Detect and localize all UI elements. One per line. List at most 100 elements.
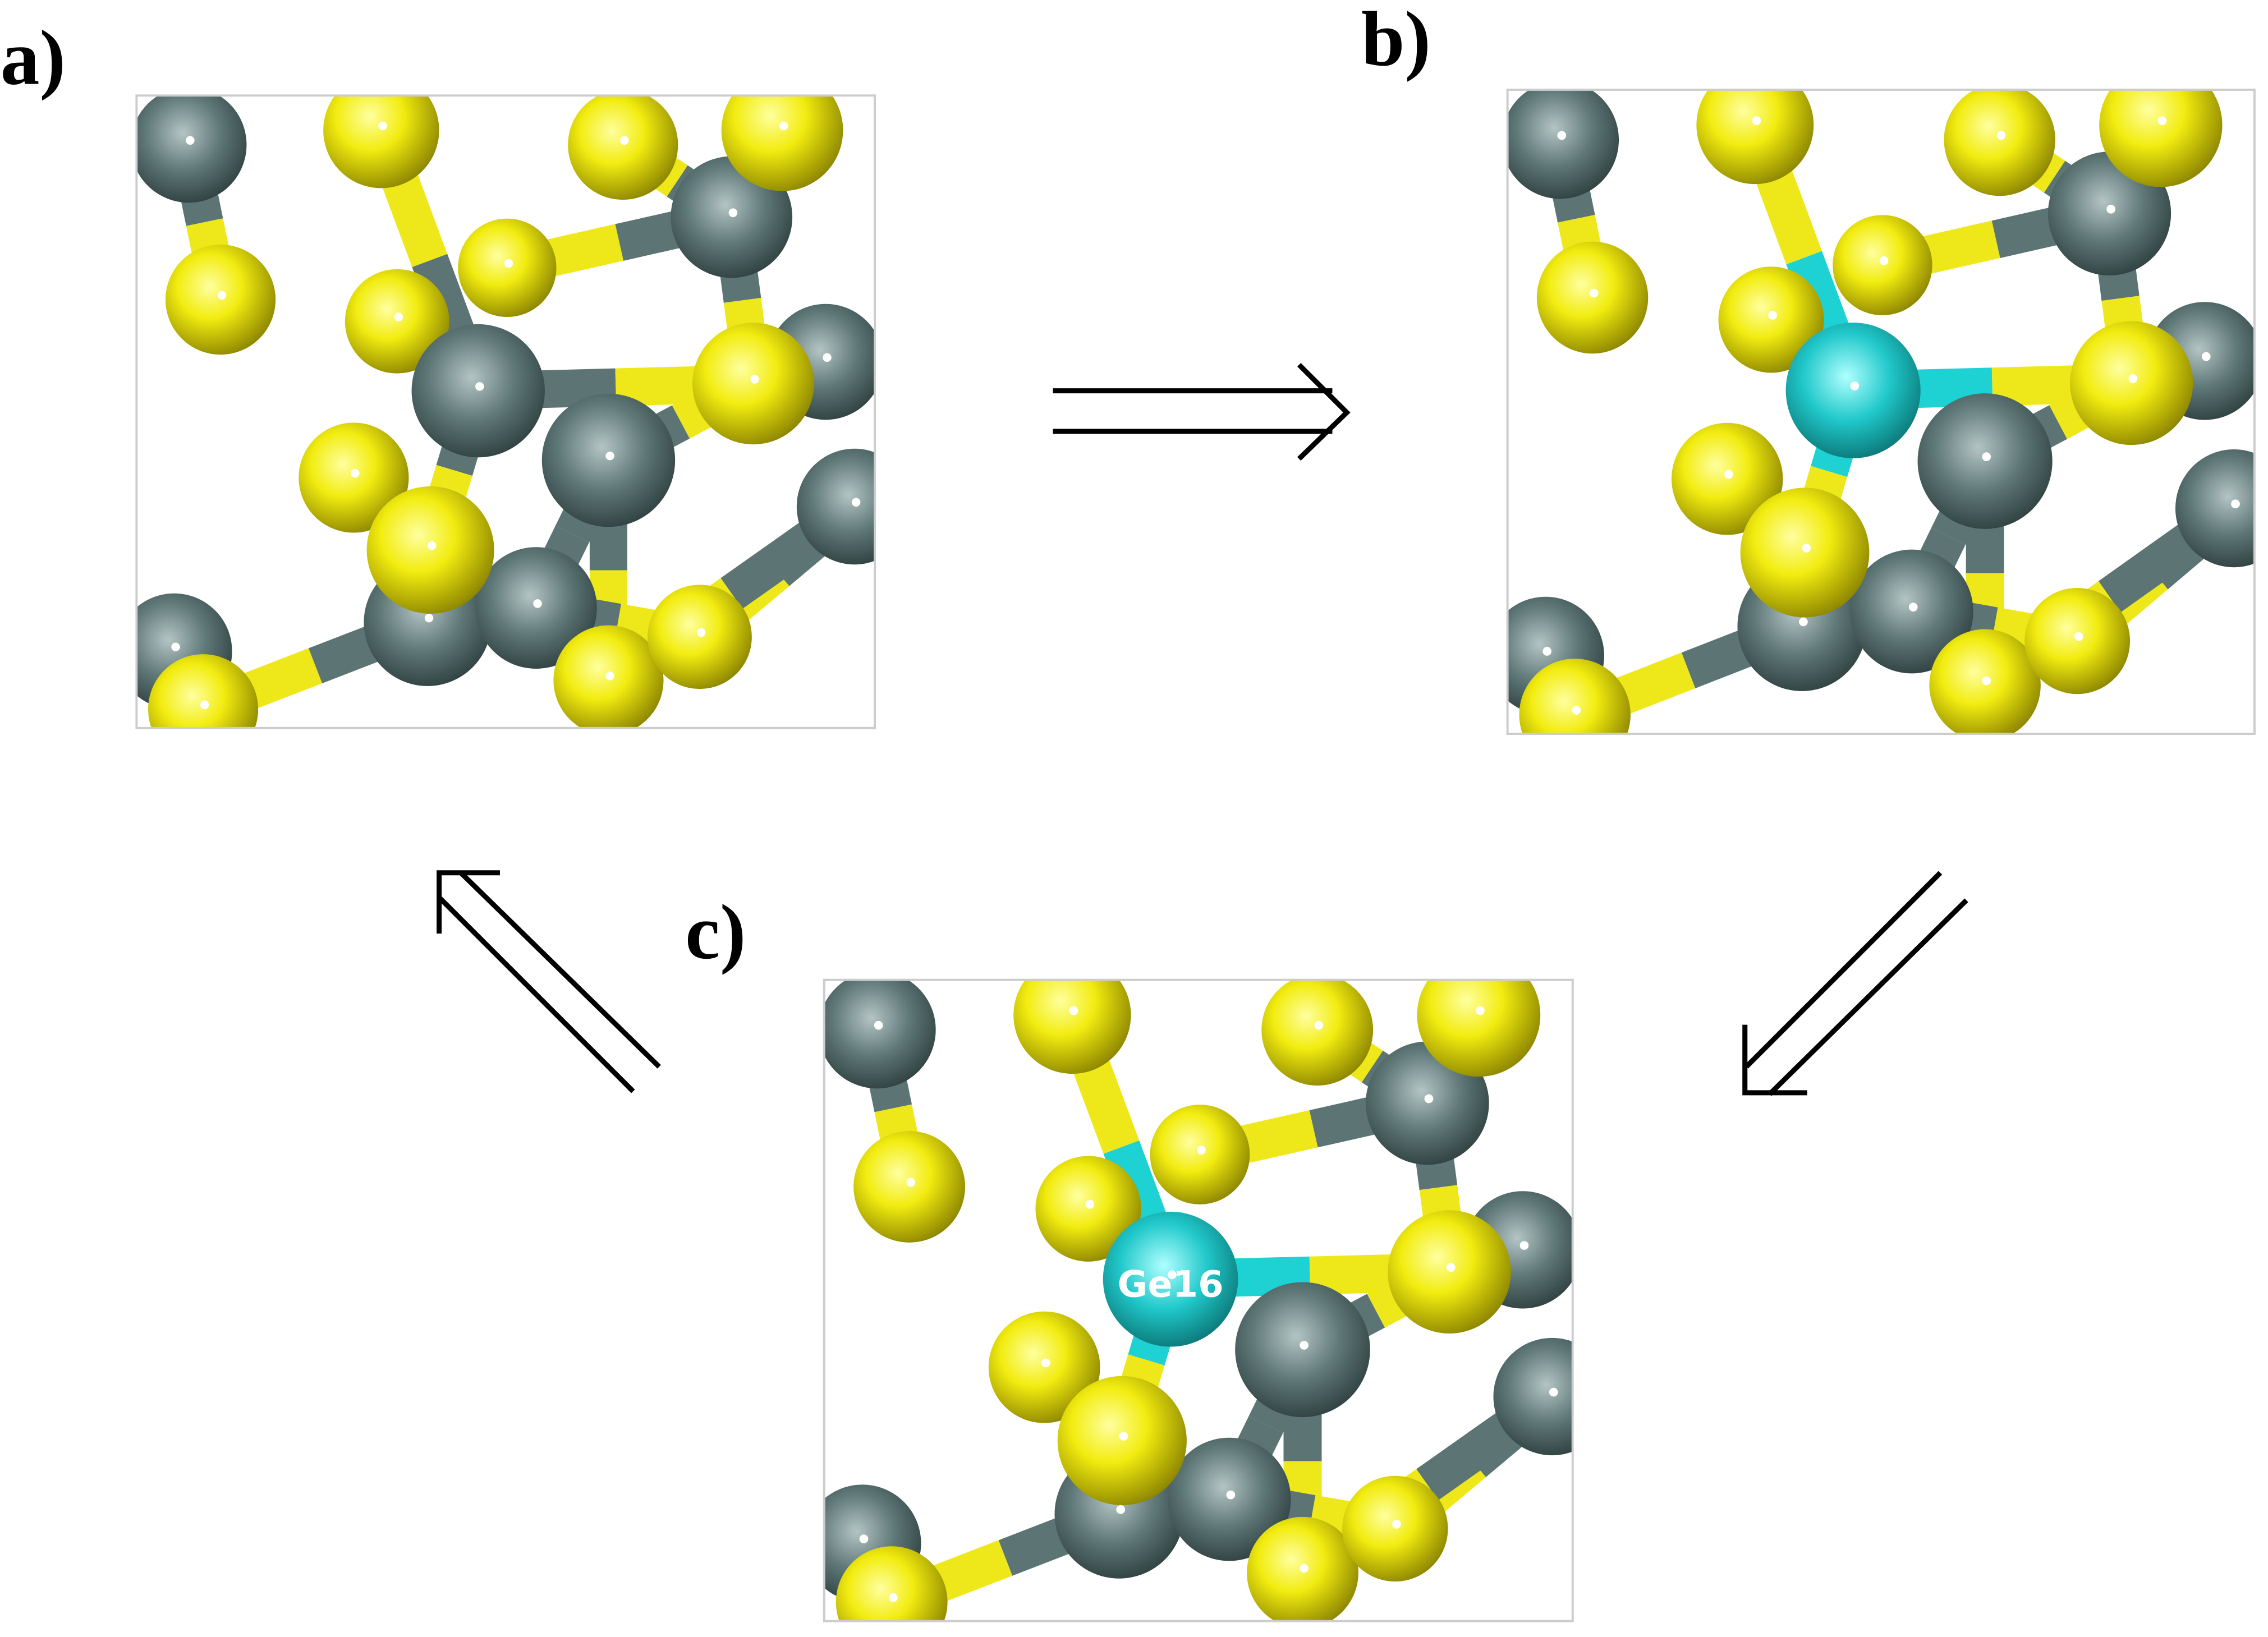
highlight [1300, 1564, 1309, 1573]
atom [475, 547, 597, 669]
atom [1035, 1156, 1141, 1262]
highlight [1982, 452, 1991, 462]
atom [541, 393, 676, 527]
highlight [1300, 1341, 1309, 1350]
atom [1785, 323, 1921, 458]
highlight [605, 672, 614, 680]
highlight [874, 1020, 883, 1030]
atom [366, 486, 494, 614]
atom [1718, 266, 1824, 373]
atom [1167, 1437, 1291, 1561]
atom [568, 95, 678, 200]
structure-panel: Ge16 [823, 978, 1574, 1622]
atom [1388, 1210, 1511, 1333]
atom-label: Ge16 [1118, 1263, 1224, 1306]
atom [1672, 422, 1783, 535]
atom [1507, 89, 1619, 199]
highlight [186, 136, 195, 145]
atom [148, 654, 259, 728]
atom [824, 980, 936, 1089]
highlight [1424, 1094, 1434, 1103]
atom [323, 95, 439, 188]
arrow [437, 895, 635, 1093]
panel-border [135, 94, 876, 729]
highlight [475, 382, 484, 391]
atom [1493, 1337, 1573, 1456]
panel-label: b) [1361, 0, 1431, 82]
highlight [620, 136, 629, 145]
atom [853, 1131, 965, 1243]
highlight [1752, 116, 1761, 126]
arrow-head [1742, 1024, 1807, 1096]
atom [165, 245, 276, 355]
atom [2070, 321, 2193, 445]
highlight [1996, 131, 2006, 140]
highlight [1768, 311, 1777, 320]
highlight [888, 1593, 898, 1602]
highlight [1476, 1006, 1485, 1015]
atom [1247, 1516, 1358, 1621]
atom [988, 1311, 1100, 1423]
atom [796, 448, 875, 565]
highlight [851, 498, 861, 507]
highlight [1982, 676, 1991, 686]
highlight [504, 259, 513, 268]
highlight [1557, 131, 1567, 140]
atom [458, 218, 557, 318]
highlight [378, 121, 387, 131]
atom [1519, 659, 1631, 734]
highlight [200, 700, 209, 710]
panel-border [823, 978, 1574, 1622]
highlight [2106, 204, 2115, 214]
atoms [1507, 89, 2255, 734]
atom [1013, 980, 1131, 1074]
arrow-head [437, 870, 500, 934]
highlight [779, 121, 788, 131]
atom [1536, 241, 1649, 354]
atom [1696, 89, 1814, 185]
highlight [906, 1178, 916, 1187]
arrow [1744, 871, 1943, 1069]
atom [721, 95, 843, 191]
highlight [2157, 116, 2167, 126]
panel-border [1506, 88, 2256, 735]
atom [2175, 449, 2255, 568]
highlight [1069, 1006, 1078, 1015]
highlight [424, 613, 434, 623]
highlight [605, 451, 614, 461]
highlight [1085, 1199, 1095, 1209]
highlight [1116, 1505, 1126, 1514]
highlight [1802, 544, 1811, 553]
highlight [1549, 1387, 1558, 1397]
highlight [859, 1534, 869, 1544]
highlight [171, 642, 180, 652]
atom [1833, 215, 1932, 315]
atom [553, 625, 664, 728]
highlight [394, 312, 403, 321]
arrow [1767, 898, 1968, 1096]
highlight [1908, 603, 1918, 612]
highlight [1119, 1432, 1128, 1441]
atom [692, 323, 814, 445]
highlight [2128, 374, 2138, 383]
atom [1417, 980, 1541, 1077]
highlight [1724, 470, 1733, 479]
panel-label: c) [685, 889, 746, 976]
atom [299, 422, 409, 533]
structure-panel [135, 94, 876, 729]
highlight [728, 208, 738, 218]
atoms [136, 95, 875, 728]
structures: Ge16 [135, 88, 2256, 1622]
highlight [1589, 288, 1599, 298]
highlight [823, 353, 832, 362]
highlight [2074, 632, 2083, 641]
atom [1850, 549, 1973, 674]
atom [1150, 1104, 1250, 1204]
atom [345, 269, 449, 374]
atom [1342, 1475, 1448, 1582]
highlight [1041, 1358, 1050, 1368]
highlight [1314, 1020, 1324, 1030]
highlight [1446, 1263, 1456, 1272]
